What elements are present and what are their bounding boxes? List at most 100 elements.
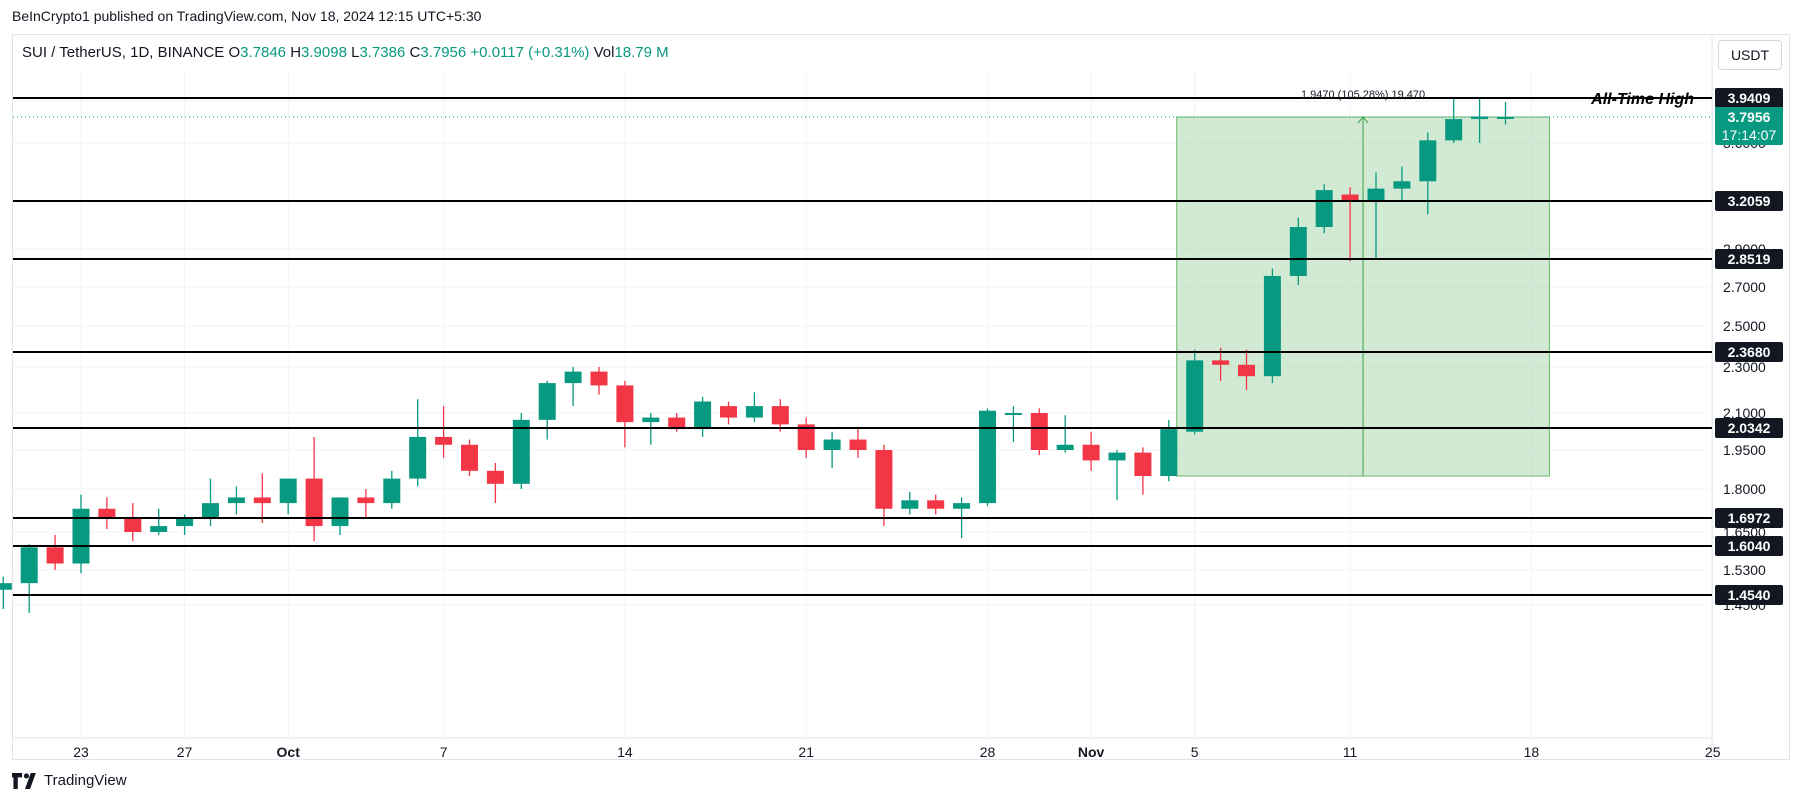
candle-body[interactable] [1056,444,1074,450]
date-tick-label: Oct [277,744,301,760]
candle-body[interactable] [849,439,867,450]
candle-body[interactable] [771,406,789,425]
candle-body[interactable] [176,517,194,527]
candle-body[interactable] [357,497,375,504]
candle-body[interactable] [20,547,38,584]
candle-body[interactable] [1393,181,1411,189]
symbol-pair[interactable]: SUI / TetherUS, 1D, BINANCE [22,44,225,61]
footer-brand-name: TradingView [44,772,127,789]
date-tick-label: 27 [177,744,193,760]
candle-body[interactable] [1004,413,1022,415]
date-tick-label: Nov [1078,744,1105,760]
level-price-label: 3.9409 [1728,90,1771,106]
candle-body[interactable] [797,424,815,450]
candle-body[interactable] [1108,452,1126,461]
close-label: C [409,44,421,61]
candle-body[interactable] [1445,119,1463,141]
level-price-label: 1.4540 [1728,587,1771,603]
candle-body[interactable] [720,406,737,418]
level-price-tag [1715,249,1783,269]
candle-body[interactable] [305,478,323,527]
candle-body[interactable] [202,503,219,518]
candle-body[interactable] [46,547,64,564]
candle-body[interactable] [538,383,556,420]
chart-frame [12,34,1790,760]
candle-body[interactable] [409,436,427,479]
candle-body[interactable] [642,417,660,423]
candle-body[interactable] [1186,360,1204,432]
candle-body[interactable] [694,401,712,430]
candle-body[interactable] [1263,275,1281,377]
candle-body[interactable] [1238,364,1255,377]
candle-countdown-label: 17:14:07 [1722,127,1777,143]
candle-body[interactable] [875,450,893,509]
current-price-tag [1715,107,1783,145]
candle-body[interactable] [979,410,996,504]
date-tick-label: 14 [617,744,633,760]
level-price-label: 2.3680 [1728,344,1771,360]
date-tick-label: 7 [440,744,448,760]
date-tick-label: 23 [73,744,89,760]
candle-body[interactable] [1367,188,1385,202]
level-price-tag [1715,342,1783,362]
candle-body[interactable] [668,417,686,430]
candle-body[interactable] [0,583,12,590]
candle-body[interactable] [72,508,90,564]
candle-body[interactable] [227,497,245,504]
candle-body[interactable] [953,503,971,509]
candle-body[interactable] [1497,117,1514,119]
candle-body[interactable] [1134,452,1152,476]
measure-label: 1.9470 (105.28%) 19,470 [1301,89,1425,101]
level-price-label: 3.2059 [1728,193,1771,209]
candle-body[interactable] [486,470,504,484]
candle-body[interactable] [512,419,530,484]
level-price-label: 1.6040 [1728,538,1771,554]
candle-body[interactable] [124,517,142,532]
candle-body[interactable] [927,500,945,509]
candle-body[interactable] [590,371,608,386]
candle-body[interactable] [150,526,168,532]
candle-body[interactable] [331,497,349,527]
candle-body[interactable] [901,500,919,509]
candle-body[interactable] [383,478,401,504]
candle-body[interactable] [253,497,271,504]
level-price-tag [1715,418,1783,438]
candle-body[interactable] [1471,116,1489,120]
candle-body[interactable] [98,508,116,518]
candle-body[interactable] [823,439,841,450]
level-price-label: 2.0342 [1728,420,1771,436]
candle-body[interactable] [279,478,297,504]
candle-body[interactable] [564,371,582,384]
candle-body[interactable] [1289,227,1307,276]
price-tick-label: 1.5300 [1723,562,1766,578]
level-price-tag [1715,536,1783,556]
candle-body[interactable] [1419,140,1437,182]
all-time-high-annotation: All-Time High [1590,91,1694,108]
candle-body[interactable] [435,436,453,445]
level-price-tag [1715,88,1783,108]
price-tick-label: 2.3000 [1723,359,1766,375]
candle-body[interactable] [745,406,763,418]
date-tick-label: 28 [980,744,996,760]
symbol-info-bar: SUI / TetherUS, 1D, BINANCE O3.7846 H3.9… [22,44,669,61]
currency-button[interactable]: USDT [1718,40,1782,70]
high-label: H [290,44,302,61]
open-label: O [228,44,241,61]
price-tick-label: 1.8000 [1723,481,1766,497]
candle-body[interactable] [1160,429,1178,476]
candle-body[interactable] [1341,194,1359,202]
candle-body[interactable] [616,385,634,423]
open-value: 3.7846 [240,44,287,61]
candle-body[interactable] [1315,190,1333,228]
level-price-tag [1715,191,1783,211]
candle-body[interactable] [1212,360,1230,365]
candle-body[interactable] [1082,444,1100,461]
candle-body[interactable] [461,444,478,471]
current-price-label: 3.7956 [1728,109,1771,125]
tradingview-logo-icon [12,772,36,789]
volume-value: 18.79 M [614,44,669,61]
change-value: +0.0117 (+0.31%) [470,44,590,61]
candle-body[interactable] [1030,413,1048,450]
date-tick-label: 18 [1524,744,1540,760]
